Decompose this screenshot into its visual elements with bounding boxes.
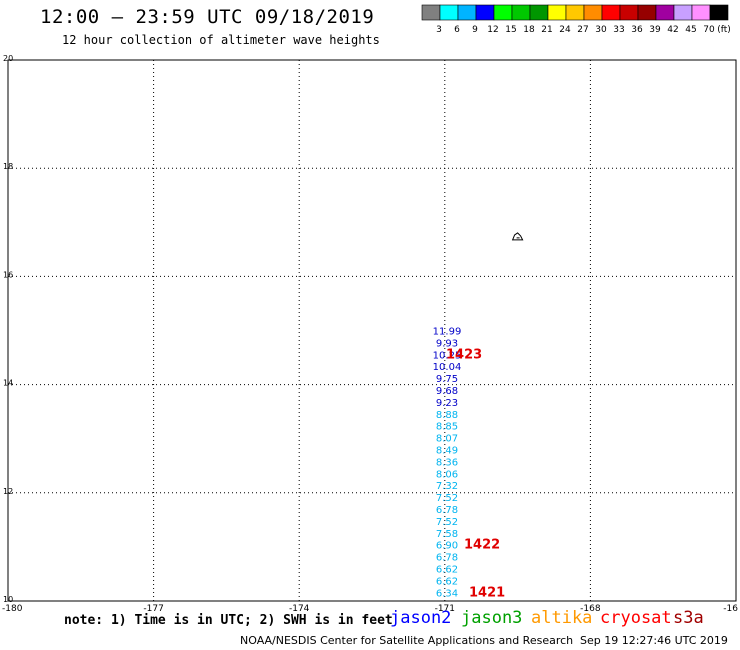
legend-label: 45 [685, 25, 696, 35]
latitude-tick-label: 10 [3, 595, 13, 604]
wave-height-value: 9.23 [436, 398, 458, 409]
longitude-tick-label: -168 [580, 604, 601, 614]
wave-height-value: 10.25 [433, 350, 462, 361]
legend-label: 21 [541, 25, 552, 35]
legend-swatch [601, 4, 621, 21]
longitude-tick-label: -171 [435, 604, 455, 614]
legend-label: 30 [595, 25, 607, 35]
legend-label: 27 [577, 25, 588, 35]
legend-swatch [619, 4, 639, 21]
legend-swatch [565, 4, 585, 21]
latitude-tick-label: 16 [3, 270, 13, 279]
wave-height-value: 8.88 [436, 410, 458, 421]
color-legend: 3 6 9 12 15 18 21 24 27 30 33 36 39 42 45 70 (ft) [421, 4, 731, 35]
pass-time-label: 1421 [469, 585, 505, 600]
wave-height-value: 6.34 [436, 588, 458, 599]
map-grid [8, 60, 736, 601]
wave-height-value: 6.62 [436, 576, 458, 587]
longitude-tick-label: -16 [723, 604, 738, 614]
latitude-tick-label: 18 [3, 162, 13, 171]
longitude-tick-label: -174 [289, 604, 310, 614]
legend-swatch [475, 4, 495, 21]
latitude-tick-label: 20 [3, 54, 13, 63]
legend-swatch [511, 4, 531, 21]
legend-label: 12 [487, 25, 498, 35]
legend-swatch [673, 4, 693, 21]
island-outline [511, 232, 524, 241]
legend-unit: (ft) [717, 25, 731, 35]
longitude-tick-label: -180 [2, 604, 23, 614]
latitude-tick-label: 12 [3, 487, 13, 496]
legend-label: 36 [631, 25, 643, 35]
wave-height-value: 10.04 [433, 362, 462, 373]
wave-height-value: 7.32 [436, 481, 458, 492]
legend-swatch [529, 4, 549, 21]
wave-height-value: 6.90 [436, 541, 458, 552]
footnote: note: 1) Time is in UTC; 2) SWH is in fe… [64, 613, 393, 628]
legend-label: 3 [436, 25, 442, 35]
wave-height-value: 9.75 [436, 374, 458, 385]
legend-swatch [637, 4, 657, 21]
wave-height-value: 9.68 [436, 386, 458, 397]
wave-height-value: 8.07 [436, 434, 458, 445]
longitude-tick-label: -177 [143, 604, 163, 614]
wave-height-value: 8.49 [436, 446, 458, 457]
pass-time-labels: 1423 1422 1421 [446, 347, 505, 600]
satellite-jason3: jason3 [461, 608, 523, 628]
legend-swatch [583, 4, 603, 21]
map-subtitle: 12 hour collection of altimeter wave hei… [62, 33, 380, 47]
legend-swatch [709, 4, 729, 21]
legend-label: 9 [472, 25, 478, 35]
legend-label: 24 [559, 25, 571, 35]
satellite-cryosat: cryosat [600, 608, 672, 628]
wave-height-value: 6.78 [436, 505, 458, 516]
wave-height-value: 8.85 [436, 422, 458, 433]
wave-height-value: 11.99 [433, 327, 462, 338]
legend-swatch [457, 4, 477, 21]
wave-height-value: 6.62 [436, 565, 458, 576]
generated-timestamp: Sep 19 12:27:46 UTC 2019 [580, 634, 728, 647]
wave-height-value: 8.36 [436, 457, 458, 468]
satellite-s3a: s3a [673, 608, 704, 628]
legend-label: 70 [703, 25, 715, 35]
legend-swatch [421, 4, 441, 21]
pass-time-label: 1423 [446, 347, 482, 362]
satellite-altika: altika [531, 608, 593, 628]
satellite-jason2: jason2 [390, 608, 452, 628]
legend-label: 15 [505, 25, 516, 35]
latitude-labels: 20 18 16 14 12 10 [3, 54, 13, 604]
wave-height-observations: 11.999.9310.2510.049.759.689.238.888.858… [433, 327, 462, 600]
wave-height-value: 7.52 [436, 493, 458, 504]
longitude-labels: -180 -177 -174 -171 -168 -16 [2, 604, 738, 614]
legend-label: 6 [454, 25, 460, 35]
credit-text: NOAA/NESDIS Center for Satellite Applica… [240, 634, 574, 647]
map-title: 12:00 – 23:59 UTC 09/18/2019 [40, 6, 375, 28]
map-frame [7, 59, 737, 602]
legend-swatch [547, 4, 567, 21]
wave-height-value: 7.52 [436, 517, 458, 528]
wave-height-value: 9.93 [436, 338, 458, 349]
legend-label: 42 [667, 25, 678, 35]
legend-swatch [691, 4, 711, 21]
legend-swatch [655, 4, 675, 21]
pass-time-label: 1422 [464, 538, 500, 553]
wave-height-value: 6.78 [436, 553, 458, 564]
latitude-tick-label: 14 [3, 379, 13, 388]
wave-height-value: 8.06 [436, 469, 458, 480]
island-shape [511, 232, 524, 241]
legend-label: 18 [523, 25, 535, 35]
legend-label: 39 [649, 25, 661, 35]
wave-height-value: 7.58 [436, 529, 458, 540]
legend-swatch [439, 4, 459, 21]
legend-swatch [493, 4, 513, 21]
legend-label: 33 [613, 25, 624, 35]
